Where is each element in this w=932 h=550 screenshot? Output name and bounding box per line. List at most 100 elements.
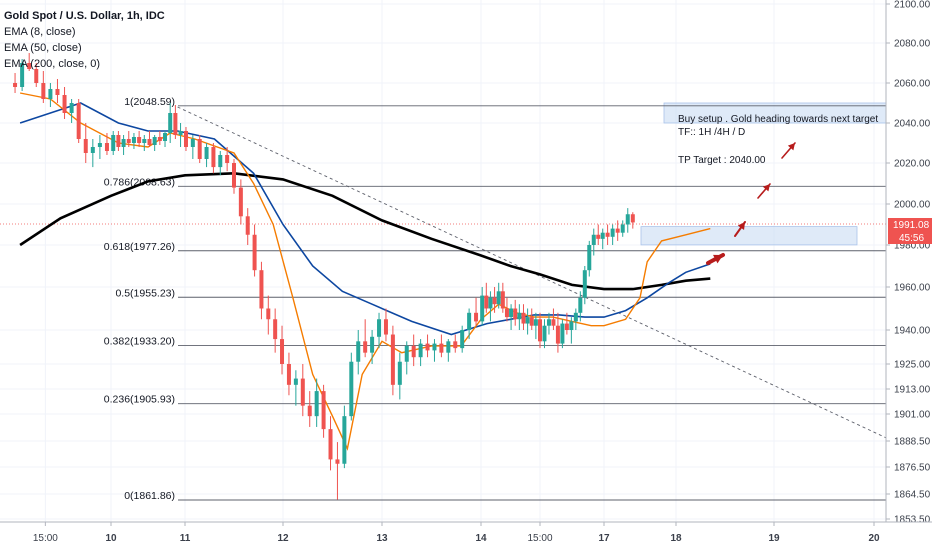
legend-ema200[interactable]: EMA (200, close, 0) [4,58,100,70]
zone-boxes [640,102,887,246]
candle-body [569,321,574,330]
candle-body [48,89,53,99]
candle-body [259,270,264,309]
candle-body [390,334,395,385]
candle-body [600,232,605,239]
last-price-tag [888,218,932,231]
candle-body [286,364,291,385]
candle-body [446,341,451,353]
price-tick-label: 2060.00 [894,79,931,90]
fib-label: 0(1861.86) [124,490,175,502]
candle-body [83,139,88,153]
annotations-layer: Buy setup . Gold heading towards next ta… [678,114,878,166]
candle-body [27,63,32,69]
candle-body [370,336,375,353]
fib-levels: 1(2048.59)0.786(2008.63)0.618(1977.26)0.… [104,96,886,502]
price-tick-label: 2040.00 [894,119,931,130]
candle-body [76,103,81,139]
candle-body [314,391,319,417]
candle-body [467,312,472,330]
candle-body [137,137,142,143]
candle-body [404,345,409,362]
candle-body [418,343,423,358]
candle-body [218,155,223,168]
time-axis: 15:00 10 11 12 13 14 15:00 17 18 19 20 [0,521,932,544]
candle-body [178,131,183,135]
candle-body [591,234,596,245]
price-tick-label: 1853.50 [894,515,931,526]
last-price-label: 1991.08 [893,220,930,231]
candle-body [20,63,25,87]
price-tick-label: 1901.00 [894,410,931,421]
symbol-title[interactable]: Gold Spot / U.S. Dollar, 1h, IDC [4,10,165,22]
candle-body [484,295,489,309]
candle-body [245,216,250,235]
candle-body [432,343,437,351]
price-tick-label: 1980.00 [894,241,931,252]
ema200-line [19,171,711,291]
candles-layer [13,53,635,500]
candle-body [605,232,610,237]
candle-body [90,147,95,153]
candle-body [397,361,402,385]
candle-body [190,139,195,147]
candle-body [560,323,565,344]
price-tick-label: 2100.00 [894,0,931,11]
candle-body [41,83,46,99]
time-tick-label: 20 [868,533,880,544]
candle-body [615,228,620,233]
price-axis: 2100.00 2080.00 2060.00 2040.00 2020.00 2000.… [885,0,931,526]
candle-body [529,317,534,326]
candle-body [538,319,542,342]
legend-ema50[interactable]: EMA (50, close) [4,42,82,54]
candle-body [517,312,522,320]
candle-body [225,155,230,163]
price-tick-label: 1913.00 [894,385,931,396]
candle-body [551,319,556,326]
candle-body [342,416,347,464]
candle-body [13,83,18,87]
big-arrow-head [713,254,723,264]
time-tick-label: 15:00 [527,533,552,544]
candle-body [328,429,333,460]
candle-body [280,339,285,364]
time-tick-label: 14 [475,533,487,544]
price-tick-label: 1888.50 [894,437,931,448]
price-labels: 1991.08 45:56 [888,218,932,244]
candle-body [596,234,601,239]
ema8-line [19,92,711,451]
candle-body [504,308,509,318]
candle-body [460,330,465,349]
candle-body [104,143,109,151]
price-tick-label: 1864.50 [894,490,931,501]
candle-body [564,323,569,330]
annotation-line-2: TF:: 1H /4H / D [678,127,745,138]
candle-body [555,325,560,344]
candle-body [411,345,416,358]
candle-body [163,133,168,141]
arrow-up-1-head [737,222,745,230]
time-tick-label: 10 [105,533,117,544]
legend-ema8[interactable]: EMA (8, close) [4,26,76,38]
candle-body [34,69,39,83]
arrow-up-3-head [787,143,795,151]
candle-body [349,361,354,417]
candle-body [500,291,505,309]
price-tick-label: 2000.00 [894,200,931,211]
candle-body [474,312,479,322]
candle-body [573,312,578,322]
candle-body [293,378,298,385]
candle-body [578,297,583,313]
candle-body [439,343,444,353]
fib-label: 0.236(1905.93) [104,394,175,406]
candle-body [62,95,67,113]
candle-body [152,137,157,145]
candle-body [97,143,102,147]
candle-body [525,317,530,324]
time-tick-label: 18 [670,533,682,544]
candle-body [211,147,216,168]
candle-body [307,405,312,417]
candle-body [582,270,587,298]
price-tick-label: 1876.50 [894,463,931,474]
